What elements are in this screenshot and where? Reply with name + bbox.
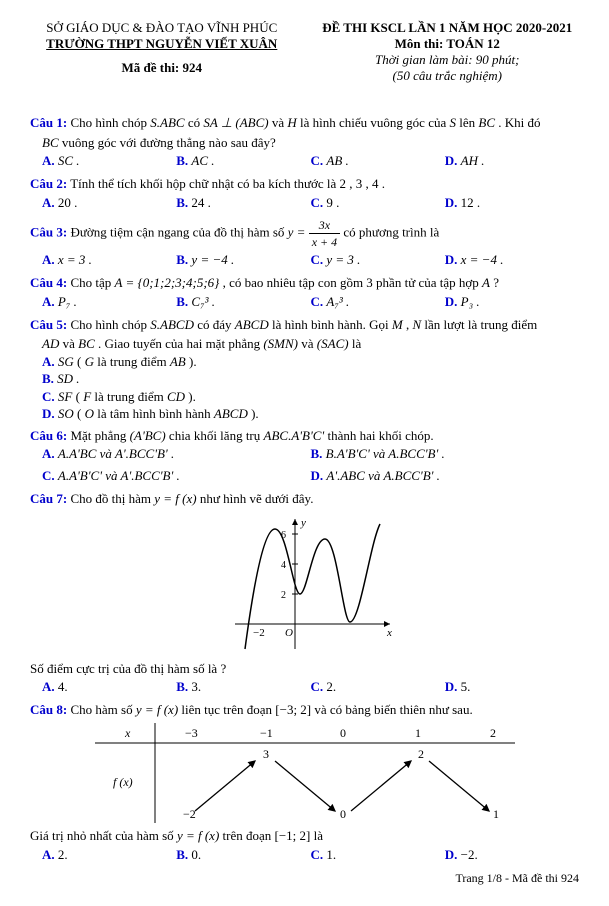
q7-after: Số điểm cực trị của đồ thị hàm số là ? (30, 660, 579, 678)
q5-line2: AD và BC . Giao tuyến của hai mặt phẳng … (42, 335, 579, 353)
q4-options: A. P₇ . B. C₇³ . C. A₇³ . D. P₃ . (42, 294, 579, 310)
q7-options: A. 4. B. 3. C. 2. D. 5. (42, 679, 579, 695)
school-line: TRƯỜNG THPT NGUYỄN VIẾT XUÂN (30, 36, 294, 52)
question-6: Câu 6: Mặt phẳng (A'BC) chia khối lăng t… (30, 427, 579, 445)
header-left: SỞ GIÁO DỤC & ĐÀO TẠO VĨNH PHÚC TRƯỜNG T… (30, 20, 294, 84)
exam-subject: Môn thi: TOÁN 12 (315, 36, 579, 52)
q6-row1: A. A.A'BC và A'.BCC'B' . B. B.A'B'C' và … (42, 446, 579, 462)
question-1: Câu 1: Cho hình chóp S.ABC có SA ⊥ (ABC)… (30, 114, 579, 132)
question-3: Câu 3: Đường tiệm cận ngang của đồ thị h… (30, 217, 579, 250)
header-right: ĐỀ THI KSCL LẦN 1 NĂM HỌC 2020-2021 Môn … (315, 20, 579, 84)
q6-row2: C. A.A'B'C' và A'.BCC'B' . D. A'.ABC và … (42, 468, 579, 484)
q8-variation-table: x −3 −1 0 1 2 f (x) 3 2 −2 0 1 (30, 723, 579, 823)
svg-text:x: x (124, 726, 131, 740)
exam-header: SỞ GIÁO DỤC & ĐÀO TẠO VĨNH PHÚC TRƯỜNG T… (30, 20, 579, 84)
svg-text:y: y (300, 517, 306, 529)
svg-text:f (x): f (x) (113, 775, 133, 789)
exam-time: Thời gian làm bài: 90 phút; (315, 52, 579, 68)
svg-text:3: 3 (263, 747, 269, 761)
svg-text:1: 1 (415, 726, 421, 740)
svg-text:O: O (285, 627, 293, 639)
q1-options: A. SC . B. AC . C. AB . D. AH . (42, 153, 579, 169)
q8-options: A. 2. B. 0. C. 1. D. −2. (42, 847, 579, 863)
svg-text:1: 1 (493, 807, 499, 821)
svg-text:2: 2 (490, 726, 496, 740)
q2-options: A. 20 . B. 24 . C. 9 . D. 12 . (42, 195, 579, 211)
q8-after: Giá trị nhỏ nhất của hàm số y = f (x) tr… (30, 827, 579, 845)
question-7: Câu 7: Cho đồ thị hàm y = f (x) như hình… (30, 490, 579, 508)
svg-text:0: 0 (340, 807, 346, 821)
q-label: Câu 1: (30, 115, 67, 130)
q7-graph: x y O −2 2 4 6 (30, 514, 579, 654)
q5-opt-a: A. SG ( G là trung điểm AB ). (42, 353, 579, 371)
fraction: 3xx + 4 (309, 217, 340, 250)
svg-text:0: 0 (340, 726, 346, 740)
q3-options: A. x = 3 . B. y = −4 . C. y = 3 . D. x =… (42, 252, 579, 268)
dept-line: SỞ GIÁO DỤC & ĐÀO TẠO VĨNH PHÚC (30, 20, 294, 36)
svg-text:−2: −2 (183, 807, 196, 821)
svg-text:−2: −2 (253, 627, 265, 639)
exam-title: ĐỀ THI KSCL LẦN 1 NĂM HỌC 2020-2021 (315, 20, 579, 36)
exam-count: (50 câu trắc nghiệm) (315, 68, 579, 84)
question-2: Câu 2: Tính thể tích khối hộp chữ nhật c… (30, 175, 579, 193)
question-8: Câu 8: Cho hàm số y = f (x) liên tục trê… (30, 701, 579, 719)
svg-text:x: x (386, 627, 392, 639)
variation-svg: x −3 −1 0 1 2 f (x) 3 2 −2 0 1 (95, 723, 515, 823)
question-5: Câu 5: Cho hình chóp S.ABCD có đáy ABCD … (30, 316, 579, 334)
q1-line2: BC vuông góc với đường thẳng nào sau đây… (42, 134, 579, 152)
svg-text:2: 2 (418, 747, 424, 761)
svg-text:−1: −1 (260, 726, 273, 740)
q5-opt-d: D. SO ( O là tâm hình bình hành ABCD ). (42, 405, 579, 423)
svg-text:−3: −3 (185, 726, 198, 740)
page-footer: Trang 1/8 - Mã đề thi 924 (30, 871, 579, 886)
q5-opt-b: B. SD . (42, 370, 579, 388)
graph-svg: x y O −2 2 4 6 (215, 514, 395, 654)
exam-code: Mã đề thi: 924 (30, 60, 294, 76)
svg-text:2: 2 (281, 590, 286, 601)
svg-text:4: 4 (281, 560, 286, 571)
q5-opt-c: C. SF ( F là trung điểm CD ). (42, 388, 579, 406)
question-4: Câu 4: Cho tập A = {0;1;2;3;4;5;6} , có … (30, 274, 579, 292)
